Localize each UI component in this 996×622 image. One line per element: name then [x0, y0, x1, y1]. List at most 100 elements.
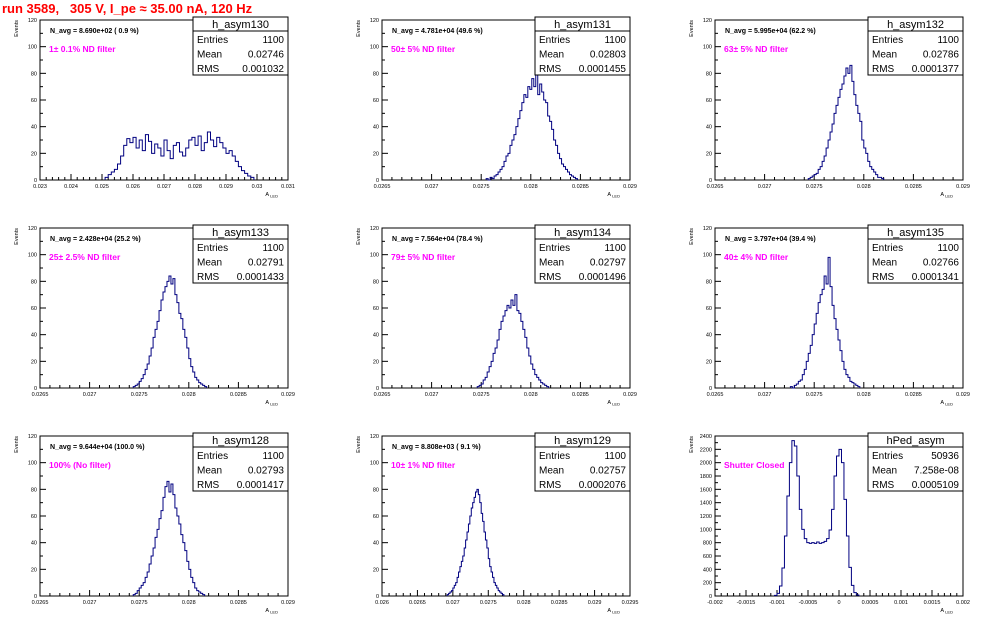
x-tick-label: 0.0285	[230, 600, 247, 606]
x-tick-label: 0.029	[956, 184, 970, 190]
y-axis-label: Events	[14, 20, 20, 37]
x-tick-label: 0.0285	[905, 184, 922, 190]
stats-value-rms: 0.0001377	[912, 64, 960, 75]
stats-label-entries: Entries	[197, 35, 228, 46]
histogram-name: h_asym134	[554, 227, 611, 239]
stats-label-rms: RMS	[539, 480, 562, 491]
x-axis-label: A LED	[607, 608, 620, 615]
x-axis-label-subscript: LED	[944, 610, 953, 615]
stats-box	[534, 224, 631, 284]
x-axis-label: A LED	[265, 400, 278, 407]
stats-value-rms: 0.0005109	[912, 480, 960, 491]
stats-label-rms: RMS	[872, 480, 895, 491]
y-tick-label: 0	[376, 594, 379, 600]
stats-label-entries: Entries	[539, 243, 570, 254]
histogram-line	[774, 440, 860, 596]
y-tick-label: 60	[373, 98, 379, 104]
navg-label: N_avg = 8.808e+03 ( 9.1 %)	[392, 444, 481, 451]
y-tick-label: 120	[28, 226, 37, 232]
x-tick-label: 0.0275	[473, 392, 490, 398]
y-tick-label: 60	[31, 98, 37, 104]
x-tick-label: 0.002	[956, 600, 970, 606]
x-axis-label-main: A	[940, 608, 944, 614]
x-axis-label-subscript: LED	[611, 402, 620, 407]
stats-label-entries: Entries	[872, 451, 903, 462]
histogram-name: h_asym129	[554, 435, 611, 447]
histogram-panel-h_asym130: 0 20 40 60 80 100 120 0.023 0.024 0.025 0.026 0.027…	[14, 16, 295, 199]
stats-label-rms: RMS	[872, 64, 895, 75]
stats-box	[192, 16, 289, 76]
x-tick-label: -0.002	[707, 600, 723, 606]
y-axis-label: Events	[689, 20, 695, 37]
histogram-line	[789, 256, 861, 389]
y-tick-label: 20	[373, 151, 379, 157]
y-tick-label: 2400	[700, 434, 712, 440]
x-tick-label: 0.0275	[806, 392, 823, 398]
x-axis-label-subscript: LED	[944, 194, 953, 199]
x-tick-label: 0.027	[446, 600, 460, 606]
x-tick-label: 0.031	[281, 184, 295, 190]
y-tick-label: 120	[703, 18, 712, 24]
y-tick-label: 0	[376, 178, 379, 184]
stats-value-entries: 1100	[262, 35, 284, 46]
y-tick-label: 80	[31, 279, 37, 285]
y-tick-label: 40	[706, 125, 712, 131]
x-axis-label-subscript: LED	[269, 194, 278, 199]
y-axis-label: Events	[356, 436, 362, 453]
histogram-name: h_asym135	[887, 227, 944, 239]
filter-annotation: 100% (No filter)	[49, 460, 111, 470]
histogram-line	[132, 480, 206, 596]
y-tick-label: 1400	[700, 501, 712, 507]
x-axis-label-main: A	[940, 400, 944, 406]
stats-label-rms: RMS	[197, 480, 220, 491]
x-tick-label: -0.0015	[737, 600, 756, 606]
stats-value-mean: 0.02791	[248, 258, 285, 269]
filter-annotation: 63± 5% ND filter	[724, 44, 789, 54]
x-axis-label: A LED	[940, 608, 953, 615]
stats-value-rms: 0.0001433	[237, 272, 285, 283]
x-axis-label-subscript: LED	[269, 610, 278, 615]
histogram-line	[132, 275, 208, 388]
stats-box	[867, 432, 964, 492]
stats-value-rms: 0.0002076	[579, 480, 627, 491]
x-tick-label: 0.029	[956, 392, 970, 398]
filter-annotation: 1± 0.1% ND filter	[49, 44, 116, 54]
stats-value-entries: 1100	[937, 35, 959, 46]
x-tick-label: 0.028	[182, 392, 196, 398]
y-tick-label: 40	[31, 541, 37, 547]
y-tick-label: 80	[373, 279, 379, 285]
y-tick-label: 80	[373, 487, 379, 493]
x-tick-label: 0.0275	[131, 600, 148, 606]
y-tick-label: 80	[706, 279, 712, 285]
navg-label: N_avg = 3.797e+04 (39.4 %)	[725, 236, 816, 243]
navg-label: N_avg = 8.690e+02 ( 0.9 %)	[50, 28, 139, 35]
x-tick-label: 0.0285	[905, 392, 922, 398]
x-tick-label: 0.028	[524, 392, 538, 398]
stats-label-rms: RMS	[539, 64, 562, 75]
x-tick-label: 0.027	[758, 392, 772, 398]
stats-value-rms: 0.0001455	[579, 64, 627, 75]
stats-label-mean: Mean	[539, 50, 564, 61]
x-axis-label-main: A	[607, 608, 611, 614]
y-tick-label: 0	[709, 178, 712, 184]
stats-label-mean: Mean	[539, 258, 564, 269]
histogram-panel-hPed_asym: 0 200 400 600 800 1000 1200 1400 1600 1800 2000 220…	[689, 432, 970, 615]
y-tick-label: 60	[31, 306, 37, 312]
y-tick-label: 200	[703, 581, 712, 587]
stats-label-entries: Entries	[872, 35, 903, 46]
x-axis-label: A LED	[940, 192, 953, 199]
histogram-panel-h_asym132: 0 20 40 60 80 100 120 0.0265 0.027 0.0275 0.028 0.0…	[689, 16, 970, 199]
stats-label-entries: Entries	[539, 451, 570, 462]
filter-annotation: Shutter Closed	[724, 460, 784, 470]
x-axis-label-subscript: LED	[611, 610, 620, 615]
x-tick-label: 0.0275	[480, 600, 497, 606]
stats-label-mean: Mean	[872, 258, 897, 269]
y-tick-label: 120	[28, 434, 37, 440]
stats-value-entries: 1100	[937, 243, 959, 254]
y-tick-label: 60	[706, 306, 712, 312]
y-tick-label: 1200	[700, 514, 712, 520]
stats-label-rms: RMS	[539, 272, 562, 283]
y-tick-label: 2200	[700, 447, 712, 453]
x-tick-label: 0.024	[64, 184, 78, 190]
